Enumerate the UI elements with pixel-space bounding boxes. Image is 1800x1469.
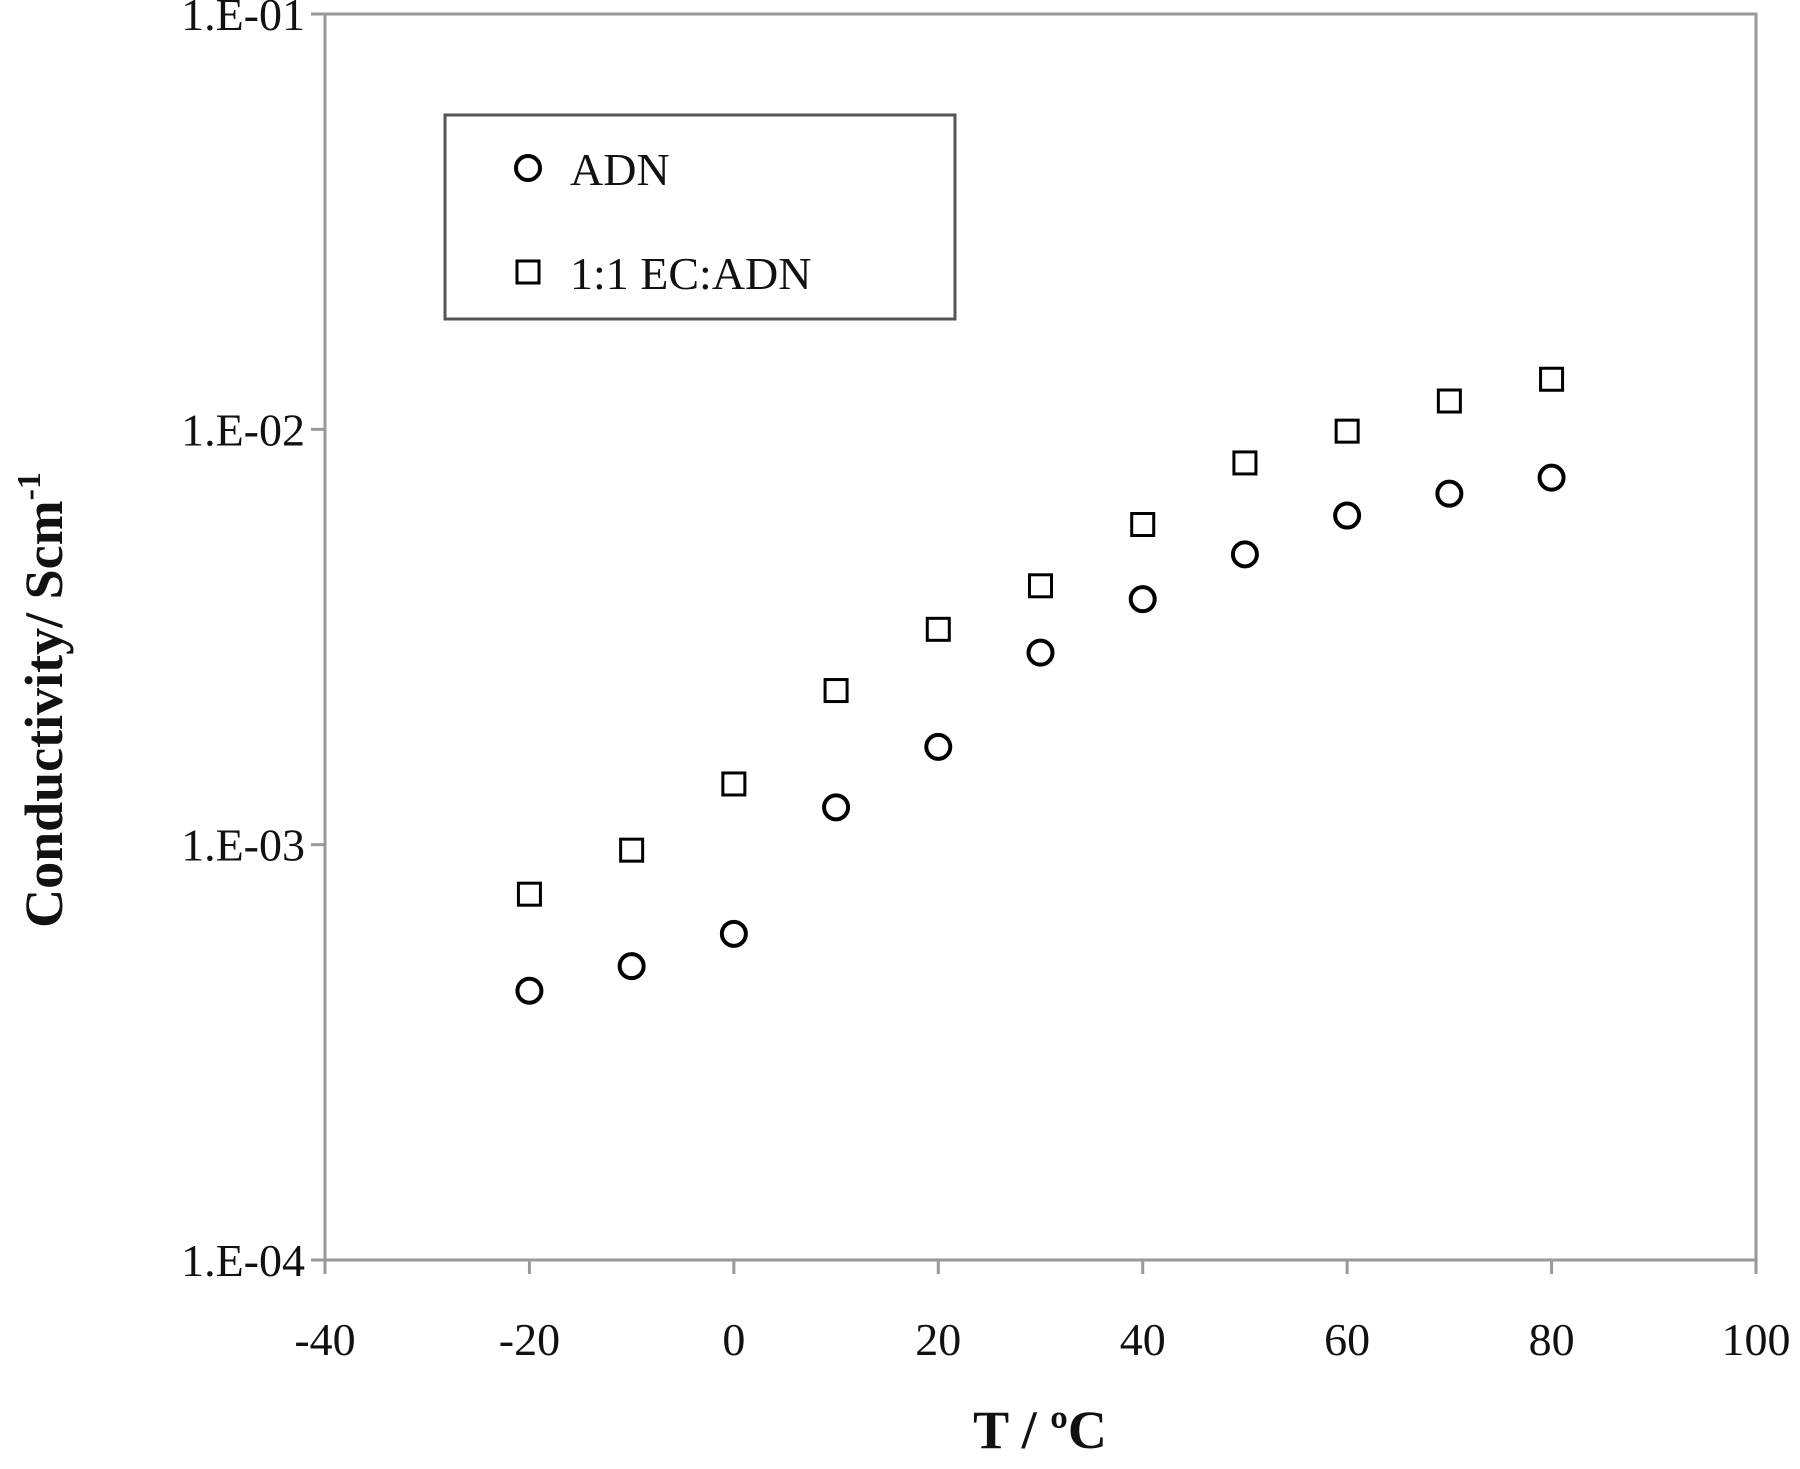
plot-frame xyxy=(323,12,1758,1262)
x-axis-label: T / ºC xyxy=(973,1400,1107,1460)
legend-label: ADN xyxy=(570,144,670,195)
data-point xyxy=(619,837,645,863)
x-tick-label: 60 xyxy=(1324,1314,1370,1365)
x-tick-label: 20 xyxy=(915,1314,961,1365)
y-tick-label: 1.E-01 xyxy=(181,0,305,40)
data-point xyxy=(1028,573,1053,599)
data-point xyxy=(617,952,646,981)
data-point xyxy=(822,793,851,822)
data-point xyxy=(721,771,747,797)
data-point xyxy=(1230,540,1259,569)
data-point xyxy=(1128,585,1157,614)
x-tick-label: 100 xyxy=(1722,1314,1791,1365)
data-point xyxy=(516,881,542,907)
x-tick-label: 0 xyxy=(722,1314,745,1365)
data-point xyxy=(1537,463,1566,492)
legend-marker xyxy=(514,154,542,182)
data-point xyxy=(924,732,953,761)
legend-box xyxy=(443,113,957,321)
data-point xyxy=(1232,450,1258,476)
legend-label: 1:1 EC:ADN xyxy=(570,248,812,299)
x-tick-label: -20 xyxy=(499,1314,560,1365)
x-tick-label: 40 xyxy=(1120,1314,1166,1365)
y-tick-label: 1.E-03 xyxy=(181,820,305,871)
y-axis-label-superscript: -1 xyxy=(11,472,48,500)
data-point xyxy=(1026,638,1055,667)
data-point xyxy=(1436,388,1462,414)
data-point xyxy=(515,976,544,1005)
data-point xyxy=(719,919,748,948)
x-tick-label: 80 xyxy=(1529,1314,1575,1365)
x-tick-label: -40 xyxy=(294,1314,355,1365)
data-point xyxy=(925,616,951,642)
y-tick-label: 1.E-04 xyxy=(181,1235,305,1286)
data-point xyxy=(823,678,849,704)
data-point xyxy=(1539,366,1565,392)
data-point xyxy=(1435,479,1464,508)
data-point xyxy=(1333,501,1362,530)
data-point xyxy=(1130,512,1156,538)
legend-marker xyxy=(515,259,541,285)
y-axis-label-text: Conductivity/ Scm xyxy=(14,500,74,928)
y-axis-label: Conductivity/ Scm-1 xyxy=(11,472,74,928)
y-tick-label: 1.E-02 xyxy=(181,404,305,455)
data-point xyxy=(1334,418,1360,444)
